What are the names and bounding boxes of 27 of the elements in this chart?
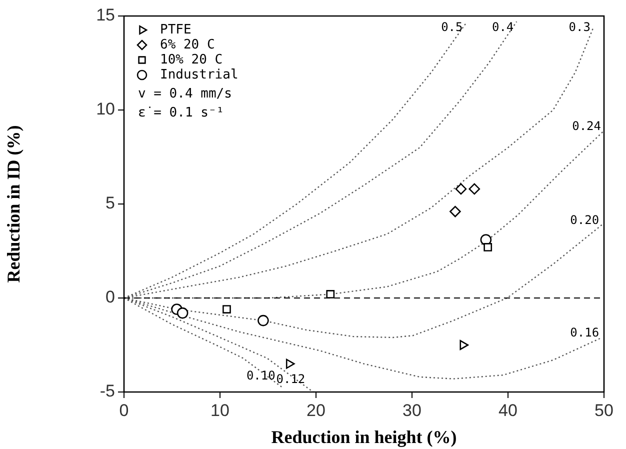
- x-tick-label: 0: [119, 400, 129, 420]
- series-label: 0.3: [568, 20, 590, 34]
- annotation: ε̇ = 0.1 s⁻¹: [138, 105, 224, 120]
- series-label: 0.4: [492, 20, 514, 34]
- y-tick-label: 15: [96, 6, 115, 25]
- series-label: 0.5: [441, 20, 463, 34]
- legend-label: 6% 20 C: [160, 37, 215, 52]
- x-axis-title: Reduction in height (%): [271, 426, 457, 447]
- series-label: 0.16: [570, 326, 600, 340]
- legend-label: 10% 20 C: [160, 52, 223, 68]
- x-tick-label: 30: [402, 400, 422, 420]
- x-tick-label: 10: [210, 400, 230, 420]
- x-tick-label: 40: [498, 400, 518, 420]
- x-tick-label: 20: [306, 400, 326, 420]
- series-label: 0.10: [246, 368, 276, 382]
- series-label: 0.20: [570, 212, 600, 227]
- x-tick-label: 50: [594, 400, 614, 420]
- y-axis-title: Reduction in ID (%): [3, 125, 24, 283]
- series-label: 0.24: [572, 118, 602, 133]
- legend-label: Industrial: [160, 67, 238, 82]
- annotation: v = 0.4 mm/s: [138, 86, 232, 102]
- y-tick-label: 5: [106, 194, 115, 213]
- y-tick-label: -5: [100, 382, 115, 401]
- y-tick-label: 0: [106, 288, 115, 307]
- y-tick-label: 10: [96, 100, 115, 119]
- legend-label: PTFE: [160, 22, 192, 38]
- series-label: 0.12: [276, 372, 306, 386]
